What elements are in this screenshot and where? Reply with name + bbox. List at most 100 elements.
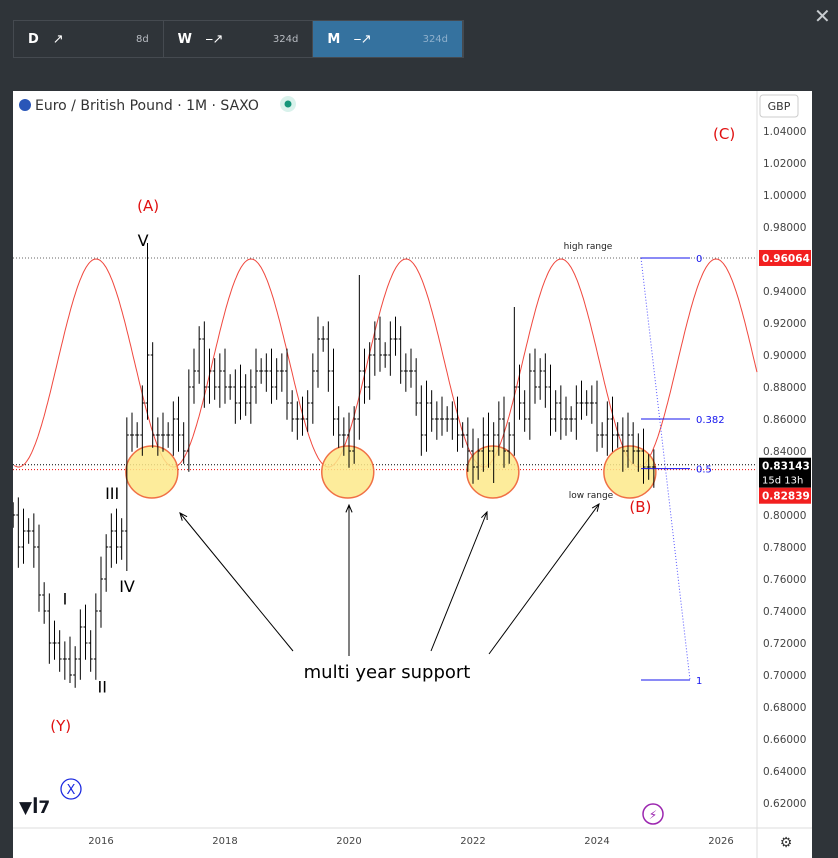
y-tick-label: 0.86000 <box>763 414 806 426</box>
y-tick-label: 0.66000 <box>763 734 806 746</box>
ohlc-bar <box>393 316 398 356</box>
tradingview-logo-icon: ▼ꟾ7 <box>19 796 50 818</box>
wave-x-circle <box>60 778 82 800</box>
ohlc-bar <box>543 353 548 408</box>
y-tick-label: 0.80000 <box>763 510 806 522</box>
y-tick-label: 0.98000 <box>763 222 806 234</box>
ohlc-bar <box>517 364 522 420</box>
arrow-line <box>488 503 600 655</box>
ohlc-bar <box>471 428 475 484</box>
ohlc-bar <box>424 380 429 452</box>
ohlc-bar <box>641 428 646 484</box>
ohlc-bar <box>26 518 31 544</box>
chart-title: Euro / British Pound · 1M · SAXO <box>35 98 259 114</box>
tab-days: 8d <box>135 33 149 45</box>
ohlc-bar <box>636 433 641 472</box>
ohlc-bar <box>259 358 264 384</box>
ohlc-bar <box>512 307 517 456</box>
ohlc-bar <box>507 422 512 464</box>
ohlc-bar <box>212 358 217 400</box>
wave-label: II <box>98 678 107 697</box>
tab-label: M <box>327 31 341 47</box>
prev-close-price: 0.82839 <box>762 491 810 503</box>
ohlc-bar <box>233 369 238 424</box>
ohlc-bar <box>13 502 16 528</box>
ohlc-bar <box>295 401 300 440</box>
arrow-head-icon <box>345 503 353 513</box>
wave-label: III <box>105 484 119 503</box>
ohlc-bar <box>207 348 212 404</box>
arrow-head-icon <box>179 512 188 521</box>
y-tick-label: 0.68000 <box>763 702 806 714</box>
ohlc-bar <box>197 326 202 384</box>
ohlc-bar <box>434 401 439 440</box>
ohlc-bar <box>352 406 357 464</box>
low-range-label: low range <box>569 491 614 501</box>
ohlc-bar <box>538 358 543 400</box>
ohlc-bar <box>496 401 501 456</box>
x-tick-label: 2016 <box>88 836 113 847</box>
fib-level-label: 0.5 <box>696 465 712 476</box>
ohlc-bar <box>450 401 455 440</box>
ohlc-bar <box>341 417 346 456</box>
y-tick-label: 0.76000 <box>763 574 806 586</box>
ohlc-bar <box>130 412 134 452</box>
ohlc-bar <box>88 630 93 672</box>
close-icon[interactable]: ✕ <box>814 4 831 28</box>
ohlc-bar <box>455 396 460 452</box>
ohlc-bar <box>264 353 269 392</box>
currency-button[interactable] <box>759 94 799 118</box>
trend-arrow-icon: ⎯↗ <box>206 31 224 47</box>
currency-label[interactable]: GBP <box>768 100 791 113</box>
support-circle <box>466 445 520 499</box>
ohlc-bar <box>589 385 594 424</box>
tab-D[interactable]: D ↗ 8d <box>14 21 164 57</box>
ohlc-bar <box>124 417 129 571</box>
ohlc-bar <box>269 348 274 404</box>
ohlc-bar <box>155 417 160 456</box>
fib-trend-line <box>640 257 691 681</box>
ohlc-bar <box>135 422 140 448</box>
ohlc-bar <box>16 497 21 568</box>
ohlc-bar <box>223 348 227 404</box>
tab-M[interactable]: M ⎯↗ 324d <box>313 21 464 57</box>
ohlc-bar <box>47 593 52 664</box>
ohlc-bar <box>615 422 620 448</box>
wave-label: X <box>67 783 76 798</box>
ohlc-bar <box>481 417 486 472</box>
fib-level-label: 0 <box>696 254 702 265</box>
ohlc-bar <box>440 396 444 436</box>
ohlc-bar <box>579 380 584 420</box>
wave-label: (C) <box>713 125 735 143</box>
ohlc-bar <box>600 422 605 448</box>
alert-lightning-icon[interactable] <box>642 803 664 825</box>
y-tick-label: 0.88000 <box>763 382 806 394</box>
ohlc-bar <box>150 342 155 448</box>
ohlc-bar <box>331 348 336 436</box>
ohlc-bar <box>383 342 388 368</box>
ohlc-bar <box>114 508 119 564</box>
tab-W[interactable]: W ⎯↗ 324d <box>164 21 314 57</box>
ohlc-bar <box>620 417 625 472</box>
ohlc-bar <box>398 326 403 384</box>
ohlc-bar <box>316 316 320 388</box>
y-tick-label: 0.92000 <box>763 318 806 330</box>
ohlc-bar <box>491 422 496 483</box>
fib-level-label: 0.382 <box>696 415 725 426</box>
ohlc-bar <box>357 275 362 440</box>
ohlc-bar <box>161 412 165 452</box>
fib-level-label: 1 <box>696 676 702 687</box>
trend-arrow-icon: ⎯↗ <box>354 31 372 47</box>
ohlc-bar <box>476 438 481 480</box>
settings-gear-icon[interactable]: ⚙ <box>780 835 793 851</box>
ohlc-bar <box>347 412 351 468</box>
last-price: 0.83143 <box>762 461 810 473</box>
ohlc-bar <box>460 422 465 448</box>
ohlc-bar <box>57 630 62 672</box>
ohlc-bar <box>548 364 553 436</box>
ohlc-bar <box>429 390 434 432</box>
ohlc-bar <box>631 422 636 464</box>
price-chart[interactable]: Euro / British Pound · 1M · SAXO GBP 0.620… <box>13 91 812 858</box>
ohlc-bar <box>62 641 67 680</box>
support-annotation: multi year support <box>304 662 471 683</box>
